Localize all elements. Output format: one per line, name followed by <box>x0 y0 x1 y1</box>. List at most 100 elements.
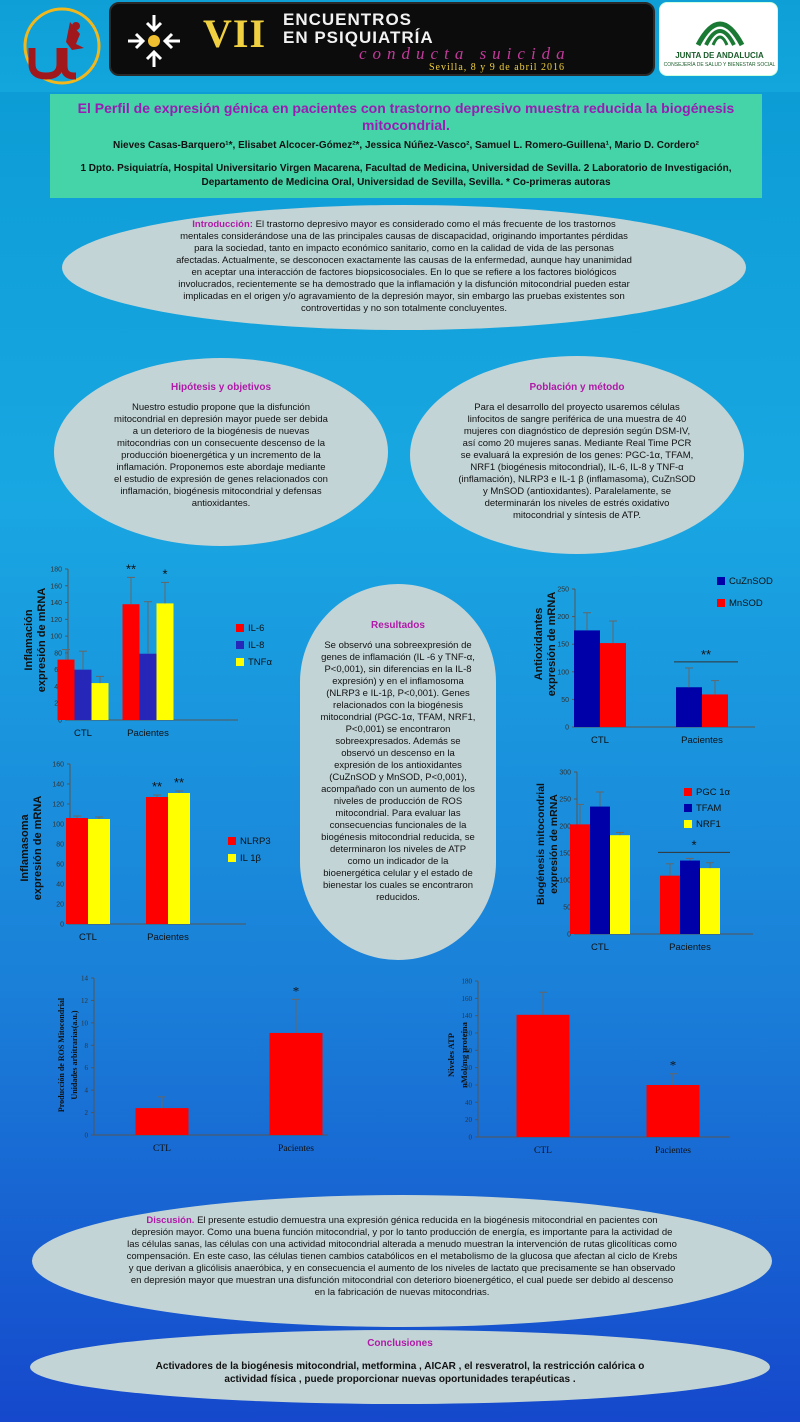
y-tick-label: 80 <box>54 650 62 657</box>
y-axis-label: Inflamasoma <box>19 813 31 881</box>
significance-mark: ** <box>126 561 136 576</box>
y-tick-label: 160 <box>50 583 62 590</box>
y-tick-label: 100 <box>559 878 571 885</box>
y-tick-label: 150 <box>559 851 571 858</box>
junta-department: CONSEJERÍA DE SALUD Y BIENESTAR SOCIAL <box>663 62 776 68</box>
category-label: Pacientes <box>681 735 723 746</box>
y-tick-label: 80 <box>465 1064 473 1072</box>
significance-mark: * <box>162 566 167 581</box>
banner-line1: ENCUENTROS <box>283 10 413 29</box>
junta-name: JUNTA DE ANDALUCIA <box>675 51 764 60</box>
y-axis-label: Unidades arbitrarias(a.u.) <box>70 1010 79 1099</box>
category-label: Pacientes <box>278 1144 314 1154</box>
banner-subtitle: conducta suicida <box>359 44 571 63</box>
y-tick-label: 0 <box>60 922 64 929</box>
y-tick-label: 4 <box>85 1087 89 1095</box>
banner-line2: EN PSIQUIATRÍA <box>283 28 434 47</box>
legend-label: NLRP3 <box>240 836 271 847</box>
category-label: CTL <box>534 1146 552 1156</box>
y-axis-label: Niveles ATP <box>446 1033 456 1077</box>
conclusions-text: Activadores de la biogénesis mitocondria… <box>155 1361 645 1385</box>
significance-mark: * <box>293 983 300 998</box>
bar <box>88 819 110 924</box>
y-tick-label: 60 <box>465 1082 473 1090</box>
y-tick-label: 60 <box>56 862 64 869</box>
y-axis-label: Biogénesis mitocondrial <box>535 783 547 905</box>
bar <box>74 669 92 720</box>
y-tick-label: 250 <box>557 587 569 594</box>
y-tick-label: 180 <box>50 567 62 574</box>
legend-label: IL 1β <box>240 853 261 864</box>
banner-date: Sevilla, 8 y 9 de abril 2016 <box>429 62 566 73</box>
legend-swatch <box>717 599 725 607</box>
y-tick-label: 140 <box>50 600 62 607</box>
legend-swatch <box>684 804 692 812</box>
discussion-text: El presente estudio demuestra una expres… <box>126 1215 678 1298</box>
y-axis-label: expresión de mRNA <box>548 794 560 894</box>
bar <box>516 1014 570 1137</box>
intro-title: Introducción: <box>192 219 253 230</box>
legend-label: TFAM <box>696 803 721 814</box>
y-tick-label: 80 <box>56 842 64 849</box>
junta-arches-icon <box>695 21 745 47</box>
methods-title: Población y método <box>529 382 625 393</box>
y-tick-label: 100 <box>50 634 62 641</box>
legend-label: IL-8 <box>248 640 264 651</box>
significance-mark: ** <box>701 647 711 662</box>
university-seal-icon <box>23 7 101 85</box>
affiliations: 1 Dpto. Psiquiatría, Hospital Universita… <box>80 163 732 188</box>
results-text: Se observó una sobreexpresión de genes d… <box>320 640 476 903</box>
bar <box>646 1085 700 1137</box>
y-tick-label: 100 <box>52 822 64 829</box>
legend-swatch <box>236 658 244 666</box>
y-tick-label: 40 <box>56 882 64 889</box>
y-tick-label: 12 <box>81 997 89 1005</box>
legend-label: TNFα <box>248 657 272 668</box>
intro-paragraph: Introducción: El trastorno depresivo may… <box>172 219 636 315</box>
category-label: CTL <box>153 1144 171 1154</box>
antioxidantes-chart: 0 50 100 150 200 250 Antioxidantes expresión de… <box>533 576 773 746</box>
y-tick-label: 50 <box>561 697 569 704</box>
compass-arrows-icon <box>128 15 180 67</box>
y-tick-label: 100 <box>557 669 569 676</box>
category-label: Pacientes <box>147 932 189 943</box>
y-tick-label: 300 <box>559 770 571 777</box>
intro-text: El trastorno depresivo mayor es consider… <box>176 219 632 314</box>
legend-label: CuZnSOD <box>729 576 773 587</box>
conclusions-title: Conclusiones <box>367 1338 433 1349</box>
y-axis-label: Antioxidantes <box>533 608 545 681</box>
discussion-ellipse: Discusión. El presente estudio demuestra… <box>32 1195 772 1327</box>
hypothesis-ellipse: Hipótesis y objetivos Nuestro estudio pr… <box>54 358 388 546</box>
results-ellipse: Resultados Se observó una sobreexpresión… <box>300 584 496 960</box>
y-tick-label: 0 <box>85 1132 89 1140</box>
bar <box>57 659 75 720</box>
y-tick-label: 2 <box>85 1109 89 1117</box>
legend-swatch <box>717 577 725 585</box>
bar <box>168 793 190 924</box>
y-tick-label: 8 <box>85 1042 89 1050</box>
significance-mark: ** <box>152 779 162 794</box>
methods-ellipse: Población y método Para el desarrollo de… <box>410 356 744 554</box>
y-tick-label: 160 <box>462 995 473 1003</box>
conclusions-ellipse: Conclusiones Activadores de la biogénesi… <box>30 1330 770 1404</box>
category-label: CTL <box>591 942 609 953</box>
authors: Nieves Casas-Barquero¹*, Elisabet Alcoce… <box>113 140 699 151</box>
y-tick-label: 120 <box>52 802 64 809</box>
title-block: El Perfil de expresión génica en pacient… <box>50 94 762 198</box>
y-axis-label: Producción de ROS Mitocondrial <box>57 997 66 1112</box>
hypothesis-title: Hipótesis y objetivos <box>170 382 272 393</box>
y-axis-label: Inflamación <box>23 609 35 670</box>
inflamacion-chart: 020406080100120140160180Inflamaciónexpre… <box>23 561 272 739</box>
bar <box>590 806 610 934</box>
category-label: CTL <box>79 932 97 943</box>
legend-swatch <box>684 788 692 796</box>
y-tick-label: 160 <box>52 762 64 769</box>
category-label: CTL <box>74 728 92 739</box>
y-axis-label: expresión de mRNA <box>36 588 48 693</box>
y-tick-label: 14 <box>81 975 89 983</box>
y-tick-label: 0 <box>58 718 62 725</box>
bar <box>570 824 590 934</box>
methods-text: Para el desarrollo del proyecto usaremos… <box>458 402 696 521</box>
header: VII ENCUENTROS EN PSIQUIATRÍA conducta s… <box>0 0 800 92</box>
y-tick-label: 200 <box>557 614 569 621</box>
